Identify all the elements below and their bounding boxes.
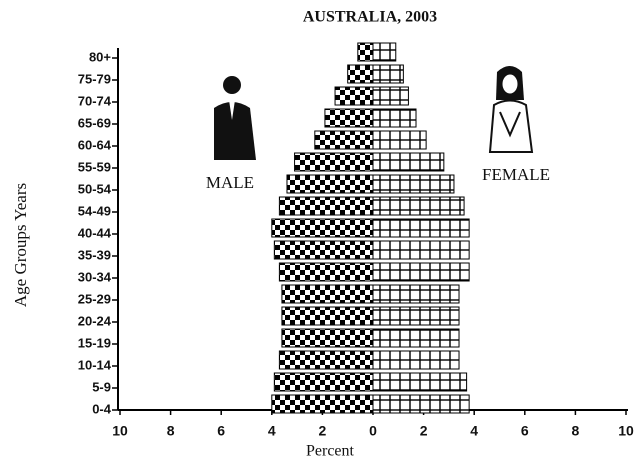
bar [282, 329, 373, 347]
legend-female: FEMALE [482, 165, 550, 184]
bar [279, 197, 373, 215]
bar [274, 241, 373, 259]
bar [373, 197, 464, 215]
bar [373, 241, 469, 259]
bar [274, 373, 373, 391]
bar [373, 285, 459, 303]
y-axis-label: Age Groups Years [11, 183, 30, 307]
bar [373, 395, 469, 413]
y-tick-label: 55-59 [78, 159, 111, 174]
y-tick-label: 54-49 [78, 203, 111, 218]
y-tick-label: 5-9 [92, 379, 111, 394]
bar [373, 131, 426, 149]
x-tick-label: 8 [167, 423, 175, 439]
bar [373, 219, 469, 237]
bar [279, 263, 373, 281]
bar [282, 307, 373, 325]
bar [373, 109, 416, 127]
y-tick-label: 80+ [89, 49, 111, 64]
x-tick-label: 4 [268, 423, 276, 439]
y-tick-label: 75-79 [78, 71, 111, 86]
bar [282, 285, 373, 303]
y-tick-label: 25-29 [78, 291, 111, 306]
x-tick-label: 10 [112, 423, 128, 439]
x-tick-label: 4 [470, 423, 478, 439]
bar [373, 263, 469, 281]
bar [272, 219, 373, 237]
y-tick-label: 20-24 [78, 313, 112, 328]
bar [373, 43, 396, 61]
x-tick-label: 6 [217, 423, 225, 439]
y-tick-label: 30-34 [78, 269, 112, 284]
bar [373, 329, 459, 347]
bar [295, 153, 373, 171]
x-tick-label: 2 [319, 423, 327, 439]
bar [373, 153, 444, 171]
x-tick-label: 8 [572, 423, 580, 439]
bar [373, 373, 467, 391]
bar [315, 131, 373, 149]
y-tick-label: 65-69 [78, 115, 111, 130]
y-tick-label: 60-64 [78, 137, 112, 152]
bar [373, 175, 454, 193]
chart: AUSTRALIA, 2003 Age Groups Years Percent… [0, 0, 634, 461]
female-icon [490, 66, 532, 152]
bar [287, 175, 373, 193]
y-tick-label: 15-19 [78, 335, 111, 350]
male-icon [214, 76, 256, 160]
legend-male: MALE [206, 173, 254, 192]
bar [373, 351, 459, 369]
bar [358, 43, 373, 61]
chart-title: AUSTRALIA, 2003 [303, 9, 437, 26]
y-tick-label: 0-4 [92, 401, 112, 416]
x-axis-label: Percent [306, 443, 355, 460]
bar [279, 351, 373, 369]
bar [335, 87, 373, 105]
y-tick-label: 70-74 [78, 93, 112, 108]
y-tick-label: 10-14 [78, 357, 112, 372]
x-tick-label: 10 [618, 423, 634, 439]
y-tick-label: 40-44 [78, 225, 112, 240]
bar [348, 65, 373, 83]
bar [373, 307, 459, 325]
y-tick-label: 50-54 [78, 181, 112, 196]
x-tick-label: 6 [521, 423, 529, 439]
bar [373, 87, 408, 105]
y-tick-label: 35-39 [78, 247, 111, 262]
bar [325, 109, 373, 127]
x-tick-label: 0 [369, 423, 377, 439]
bar [272, 395, 373, 413]
bar [373, 65, 403, 83]
x-tick-label: 2 [420, 423, 428, 439]
